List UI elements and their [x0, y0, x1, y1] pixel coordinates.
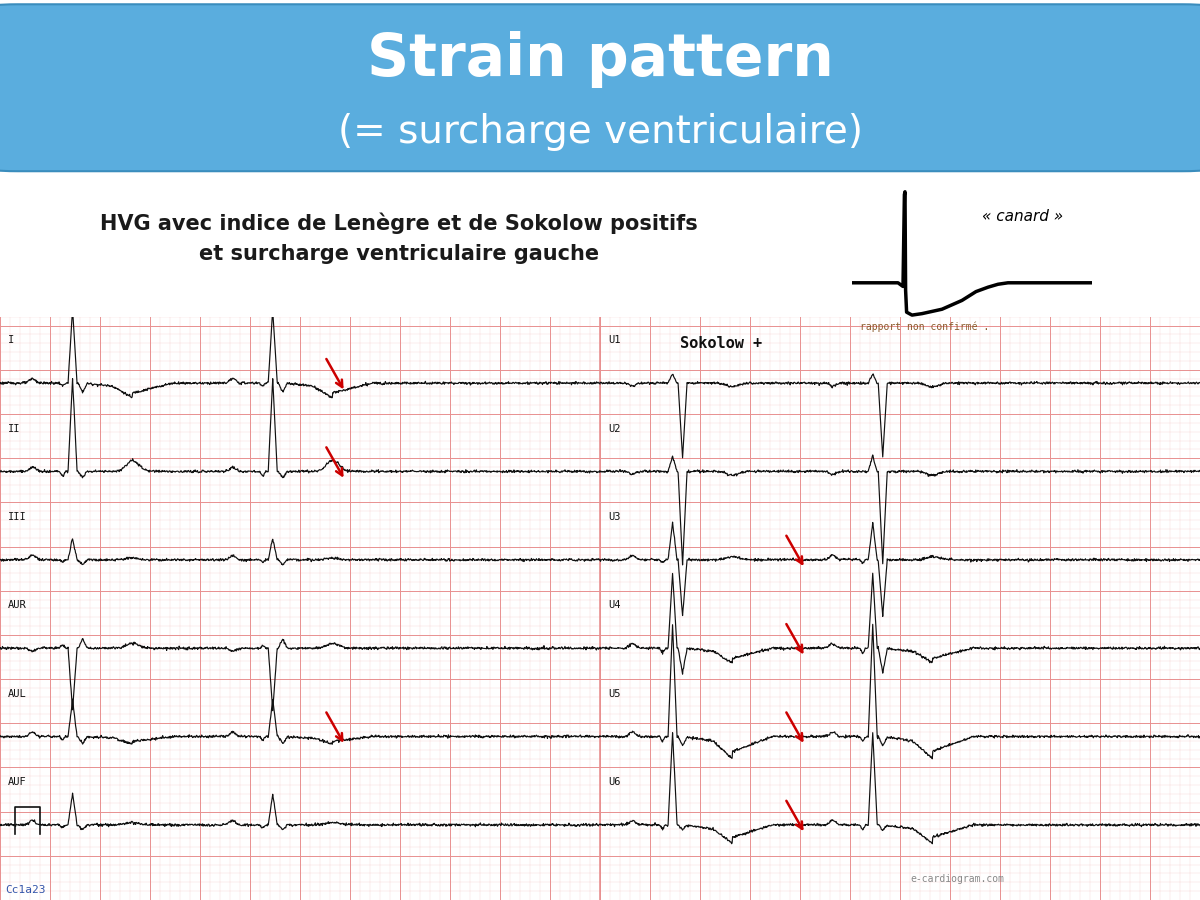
Text: AUR: AUR: [8, 600, 26, 610]
Text: U6: U6: [608, 777, 620, 788]
Text: Cc1a23: Cc1a23: [5, 885, 46, 895]
Text: e-cardiogram.com: e-cardiogram.com: [910, 874, 1004, 885]
Text: II: II: [8, 424, 20, 434]
Text: AUF: AUF: [8, 777, 26, 788]
Text: U4: U4: [608, 600, 620, 610]
Text: U1: U1: [608, 336, 620, 346]
Text: AUL: AUL: [8, 688, 26, 698]
Text: Sokolow +: Sokolow +: [680, 336, 762, 351]
Text: rapport non confirmé .: rapport non confirmé .: [860, 321, 989, 332]
Text: Strain pattern: Strain pattern: [367, 31, 833, 88]
Text: U5: U5: [608, 688, 620, 698]
Text: (= surcharge ventriculaire): (= surcharge ventriculaire): [337, 112, 863, 151]
Text: HVG avec indice de Lenègre et de Sokolow positifs
et surcharge ventriculaire gau: HVG avec indice de Lenègre et de Sokolow…: [100, 212, 698, 264]
Text: U2: U2: [608, 424, 620, 434]
Text: III: III: [8, 512, 26, 522]
Text: « canard »: « canard »: [982, 209, 1063, 224]
Text: I: I: [8, 336, 14, 346]
FancyBboxPatch shape: [0, 4, 1200, 171]
Text: U3: U3: [608, 512, 620, 522]
